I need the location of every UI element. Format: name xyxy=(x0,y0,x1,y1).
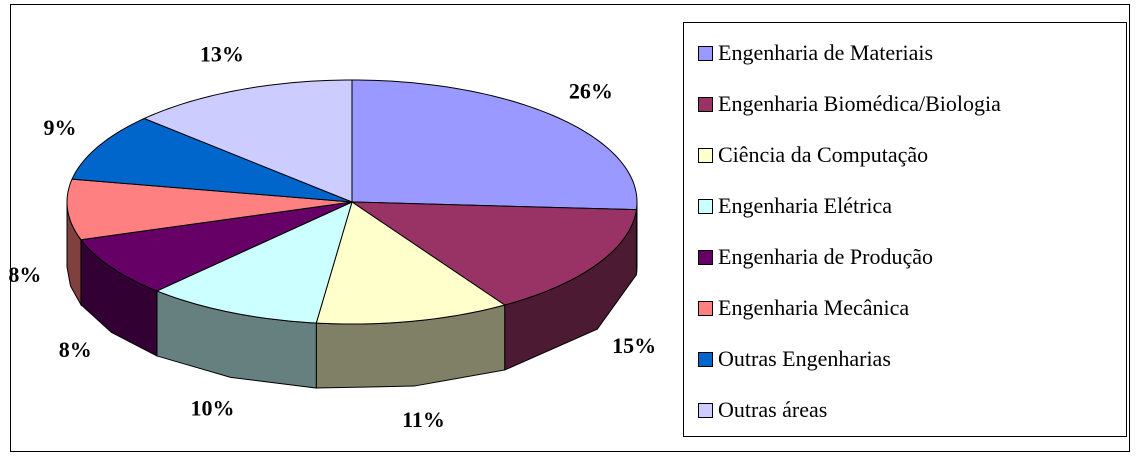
legend-label: Ciência da Computação xyxy=(718,142,928,167)
slice xyxy=(351,79,638,211)
slice xyxy=(66,178,353,241)
legend-swatch xyxy=(698,352,713,367)
slice xyxy=(350,201,638,306)
slice xyxy=(315,201,506,325)
data-label: 15% xyxy=(612,333,656,358)
data-label: 8% xyxy=(8,262,41,287)
data-label: 8% xyxy=(59,337,92,362)
legend-label: Engenharia Elétrica xyxy=(718,193,892,218)
legend-label: Engenharia de Produção xyxy=(718,244,933,269)
legend-label: Engenharia Mecânica xyxy=(718,295,909,320)
data-label: 13% xyxy=(200,41,244,66)
legend-label: Engenharia de Materiais xyxy=(718,40,933,65)
legend-swatch xyxy=(698,301,713,316)
legend-swatch xyxy=(698,148,713,163)
slice xyxy=(155,201,353,324)
data-label: 9% xyxy=(43,115,76,140)
slice xyxy=(80,201,353,292)
legend-swatch xyxy=(698,199,713,214)
legend-swatch xyxy=(698,403,713,418)
legend-label: Engenharia Biomédica/Biologia xyxy=(718,91,1001,116)
legend-box xyxy=(683,22,1127,437)
legend-swatch xyxy=(698,97,713,112)
slice xyxy=(142,79,353,203)
slice xyxy=(71,117,353,203)
data-label: 26% xyxy=(569,78,613,103)
data-label: 10% xyxy=(190,396,234,421)
legend-swatch xyxy=(698,250,713,265)
data-label: 11% xyxy=(402,407,445,432)
legend-swatch xyxy=(698,46,713,61)
legend-label: Outras Engenharias xyxy=(718,346,891,371)
legend-label: Outras áreas xyxy=(718,397,827,422)
